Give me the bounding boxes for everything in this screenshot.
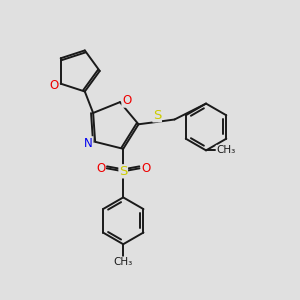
Text: O: O bbox=[122, 94, 131, 107]
Text: S: S bbox=[119, 165, 128, 178]
Text: O: O bbox=[96, 162, 105, 175]
Text: O: O bbox=[50, 79, 59, 92]
Text: N: N bbox=[84, 137, 93, 150]
Text: S: S bbox=[153, 109, 161, 122]
Text: CH₃: CH₃ bbox=[216, 146, 236, 155]
Text: O: O bbox=[141, 162, 150, 175]
Text: CH₃: CH₃ bbox=[114, 257, 133, 267]
